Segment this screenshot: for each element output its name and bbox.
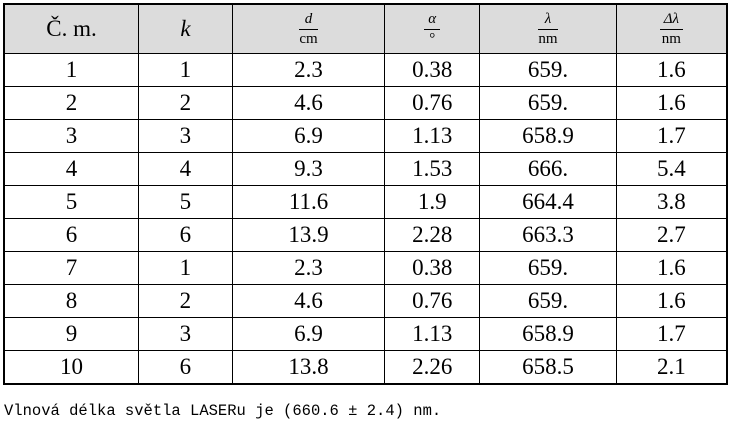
table-cell: 0.38: [384, 251, 481, 285]
table-cell: 5: [3, 185, 140, 219]
table-cell: 664.4: [479, 185, 617, 219]
table-cell: 6: [138, 350, 233, 385]
table-cell: 2: [138, 86, 233, 120]
table-cell: 4.6: [231, 86, 386, 120]
table-cell: 4: [3, 152, 140, 186]
table-cell: 4.6: [231, 284, 386, 318]
table-cell: 0.76: [384, 284, 481, 318]
table-cell: 6: [3, 218, 140, 252]
table-cell: 0.76: [384, 86, 481, 120]
table-cell: 8: [3, 284, 140, 318]
table-row: 4 4 9.3 1.53 666. 5.4: [3, 152, 728, 186]
data-table: Č. m. k d cm α ° λ nm Δλ nm 1 1 2.3 0.38 659. 1.6 2 2 4.6…: [3, 3, 728, 385]
table-cell: 2.3: [231, 53, 386, 87]
table-cell: 1.9: [384, 185, 481, 219]
table-cell: 3.8: [615, 185, 728, 219]
table-cell: 1.7: [615, 119, 728, 153]
table-cell: 3: [138, 119, 233, 153]
table-cell: 6: [138, 218, 233, 252]
table-row: 1 1 2.3 0.38 659. 1.6: [3, 53, 728, 87]
numerator: λ: [538, 11, 558, 30]
table-cell: 666.: [479, 152, 617, 186]
header-cell: k: [138, 3, 233, 54]
table-cell: 1: [138, 53, 233, 87]
table-cell: 1.13: [384, 317, 481, 351]
header-label: k: [180, 16, 191, 41]
header-row: Č. m. k d cm α ° λ nm Δλ nm: [3, 3, 728, 54]
table-row: 9 3 6.9 1.13 658.9 1.7: [3, 317, 728, 351]
table-cell: 2.3: [231, 251, 386, 285]
table-row: 8 2 4.6 0.76 659. 1.6: [3, 284, 728, 318]
table-cell: 10: [3, 350, 140, 385]
table-cell: 1.7: [615, 317, 728, 351]
numerator: Δλ: [659, 11, 684, 30]
table-cell: 659.: [479, 251, 617, 285]
table-cell: 658.9: [479, 119, 617, 153]
table-cell: 5: [138, 185, 233, 219]
table-row: 10 6 13.8 2.26 658.5 2.1: [3, 350, 728, 385]
table-cell: 5.4: [615, 152, 728, 186]
denominator: °: [429, 30, 436, 47]
table-cell: 13.9: [231, 218, 386, 252]
table-cell: 9.3: [231, 152, 386, 186]
table-row: 5 5 11.6 1.9 664.4 3.8: [3, 185, 728, 219]
numerator: α: [424, 11, 441, 30]
table-cell: 3: [3, 119, 140, 153]
table-cell: 659.: [479, 284, 617, 318]
table-cell: 4: [138, 152, 233, 186]
table-cell: 1.53: [384, 152, 481, 186]
denominator: cm: [299, 30, 318, 47]
table-cell: 1.6: [615, 86, 728, 120]
header-cell: Č. m.: [3, 3, 140, 54]
table-cell: 663.3: [479, 218, 617, 252]
table-cell: 658.5: [479, 350, 617, 385]
table-row: 6 6 13.9 2.28 663.3 2.7: [3, 218, 728, 252]
table-cell: 13.8: [231, 350, 386, 385]
table-cell: 1: [3, 53, 140, 87]
table-cell: 658.9: [479, 317, 617, 351]
header-cell: Δλ nm: [615, 3, 728, 54]
numerator: d: [299, 11, 318, 30]
table-cell: 659.: [479, 86, 617, 120]
table-cell: 2.28: [384, 218, 481, 252]
table-cell: 7: [3, 251, 140, 285]
fraction: λ nm: [538, 11, 558, 47]
table-cell: 6.9: [231, 317, 386, 351]
table-cell: 2.7: [615, 218, 728, 252]
table-cell: 11.6: [231, 185, 386, 219]
table-row: 2 2 4.6 0.76 659. 1.6: [3, 86, 728, 120]
table-row: 7 1 2.3 0.38 659. 1.6: [3, 251, 728, 285]
denominator: nm: [661, 30, 681, 47]
table-cell: 1.13: [384, 119, 481, 153]
fraction: Δλ nm: [659, 11, 684, 47]
table-cell: 6.9: [231, 119, 386, 153]
table-row: 3 3 6.9 1.13 658.9 1.7: [3, 119, 728, 153]
table-cell: 1.6: [615, 53, 728, 87]
header-label: Č. m.: [46, 16, 97, 41]
table-cell: 0.38: [384, 53, 481, 87]
table-cell: 3: [138, 317, 233, 351]
table-cell: 2: [3, 86, 140, 120]
fraction: α °: [424, 11, 441, 47]
header-cell: d cm: [231, 3, 386, 54]
result-text: Vlnová délka světla LASERu je (660.6 ± 2…: [4, 402, 442, 420]
header-cell: α °: [384, 3, 481, 54]
table-cell: 1.6: [615, 284, 728, 318]
table-cell: 9: [3, 317, 140, 351]
table-cell: 659.: [479, 53, 617, 87]
table-cell: 2: [138, 284, 233, 318]
table-cell: 1: [138, 251, 233, 285]
table-cell: 2.26: [384, 350, 481, 385]
table-cell: 2.1: [615, 350, 728, 385]
table-body: 1 1 2.3 0.38 659. 1.6 2 2 4.6 0.76 659. 1.6 3 3 6.9 1.1…: [3, 53, 728, 385]
table-cell: 1.6: [615, 251, 728, 285]
header-cell: λ nm: [479, 3, 617, 54]
fraction: d cm: [299, 11, 318, 47]
denominator: nm: [538, 30, 558, 47]
